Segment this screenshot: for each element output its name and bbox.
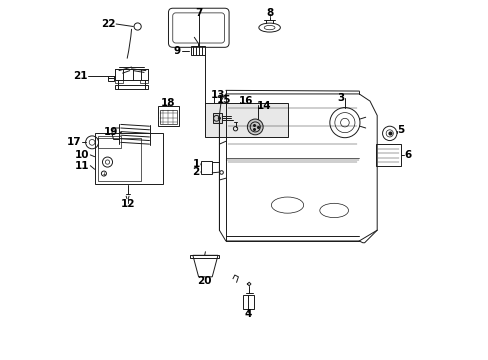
- Text: 4: 4: [244, 310, 252, 319]
- Text: 7: 7: [195, 8, 202, 18]
- Text: 5: 5: [397, 125, 404, 135]
- Text: 10: 10: [75, 150, 89, 160]
- Bar: [98, 138, 141, 181]
- Circle shape: [218, 117, 220, 120]
- Text: 13: 13: [210, 90, 224, 100]
- Text: 20: 20: [197, 276, 211, 286]
- Text: 14: 14: [257, 101, 271, 111]
- Bar: [115, 85, 147, 89]
- Bar: [140, 80, 147, 83]
- Bar: [158, 107, 178, 126]
- Text: 2: 2: [192, 167, 199, 177]
- Text: 17: 17: [66, 138, 81, 147]
- Text: 12: 12: [121, 199, 135, 210]
- Text: 15: 15: [216, 95, 230, 105]
- Bar: [376, 144, 400, 166]
- Bar: [190, 255, 219, 258]
- Text: 1: 1: [192, 159, 199, 169]
- Text: 9: 9: [173, 46, 180, 56]
- Bar: [190, 46, 204, 55]
- Bar: [159, 110, 176, 125]
- Text: 22: 22: [101, 19, 115, 29]
- Circle shape: [247, 119, 263, 135]
- Text: 19: 19: [103, 127, 118, 136]
- Text: 18: 18: [161, 98, 175, 108]
- Text: 21: 21: [73, 71, 87, 81]
- Bar: [94, 134, 163, 184]
- Text: 11: 11: [75, 161, 89, 171]
- Text: 8: 8: [265, 8, 273, 18]
- Bar: [212, 113, 222, 123]
- Bar: [108, 76, 113, 81]
- Bar: [201, 161, 211, 174]
- Bar: [204, 103, 287, 137]
- Bar: [243, 296, 253, 309]
- Bar: [98, 136, 121, 148]
- Text: 16: 16: [238, 96, 252, 106]
- Bar: [115, 69, 147, 80]
- Bar: [115, 80, 123, 83]
- Text: 6: 6: [404, 150, 411, 160]
- Text: 3: 3: [337, 93, 344, 103]
